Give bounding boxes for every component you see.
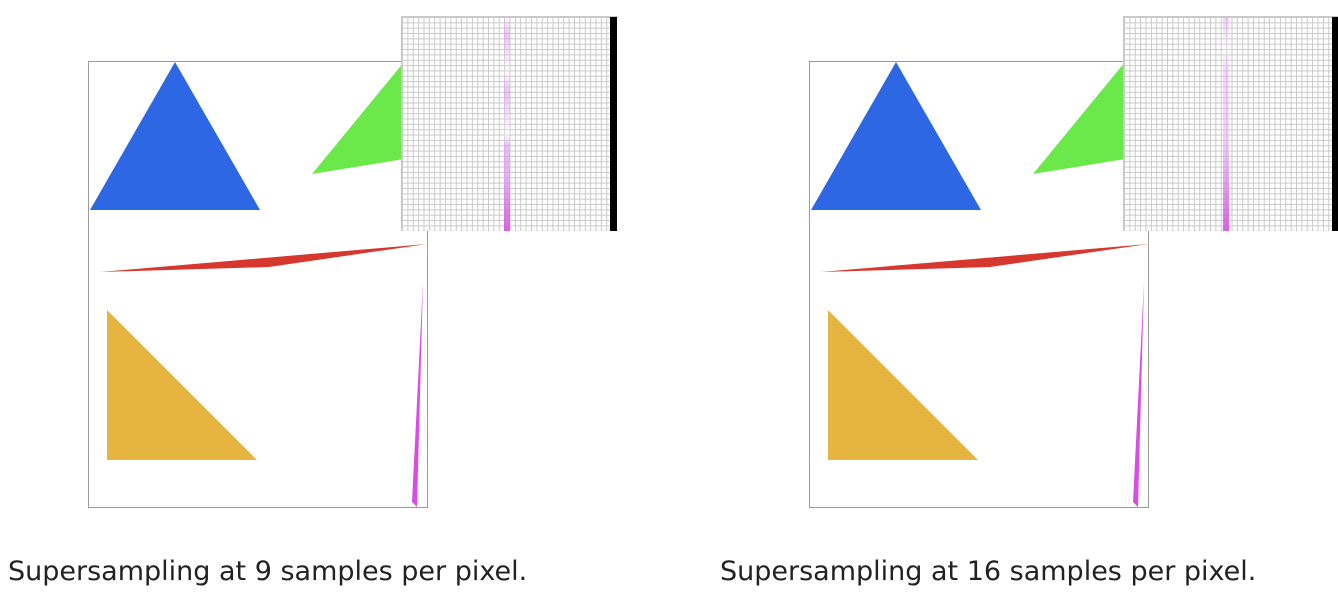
zoom-edge-bar bbox=[1332, 17, 1338, 231]
render-frame bbox=[809, 61, 1149, 508]
zoom-magenta-stripe bbox=[504, 17, 510, 231]
caption: Supersampling at 9 samples per pixel. bbox=[8, 556, 528, 587]
render-canvas bbox=[90, 62, 427, 507]
panel-16-samples: Supersampling at 16 samples per pixel. bbox=[720, 0, 1338, 604]
caption: Supersampling at 16 samples per pixel. bbox=[720, 556, 1257, 587]
zoom-inset bbox=[401, 16, 617, 231]
blue-triangle bbox=[811, 62, 981, 210]
green-triangle bbox=[1033, 62, 1125, 174]
render-canvas bbox=[811, 62, 1148, 507]
yellow-triangle bbox=[828, 310, 978, 460]
green-triangle bbox=[312, 62, 404, 174]
yellow-triangle bbox=[107, 310, 257, 460]
magenta-triangle bbox=[412, 282, 423, 507]
blue-triangle bbox=[90, 62, 260, 210]
red-triangle bbox=[100, 244, 427, 272]
magenta-triangle bbox=[1133, 282, 1144, 507]
zoom-magenta-stripe bbox=[1223, 17, 1229, 231]
panel-9-samples: Supersampling at 9 samples per pixel. bbox=[8, 16, 617, 587]
red-triangle bbox=[821, 244, 1148, 272]
render-frame bbox=[88, 61, 428, 508]
zoom-inset bbox=[1123, 16, 1338, 231]
zoom-edge-bar bbox=[610, 17, 617, 231]
